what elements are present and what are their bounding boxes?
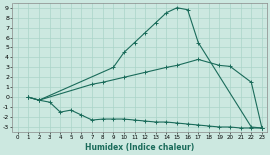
- X-axis label: Humidex (Indice chaleur): Humidex (Indice chaleur): [85, 143, 194, 152]
